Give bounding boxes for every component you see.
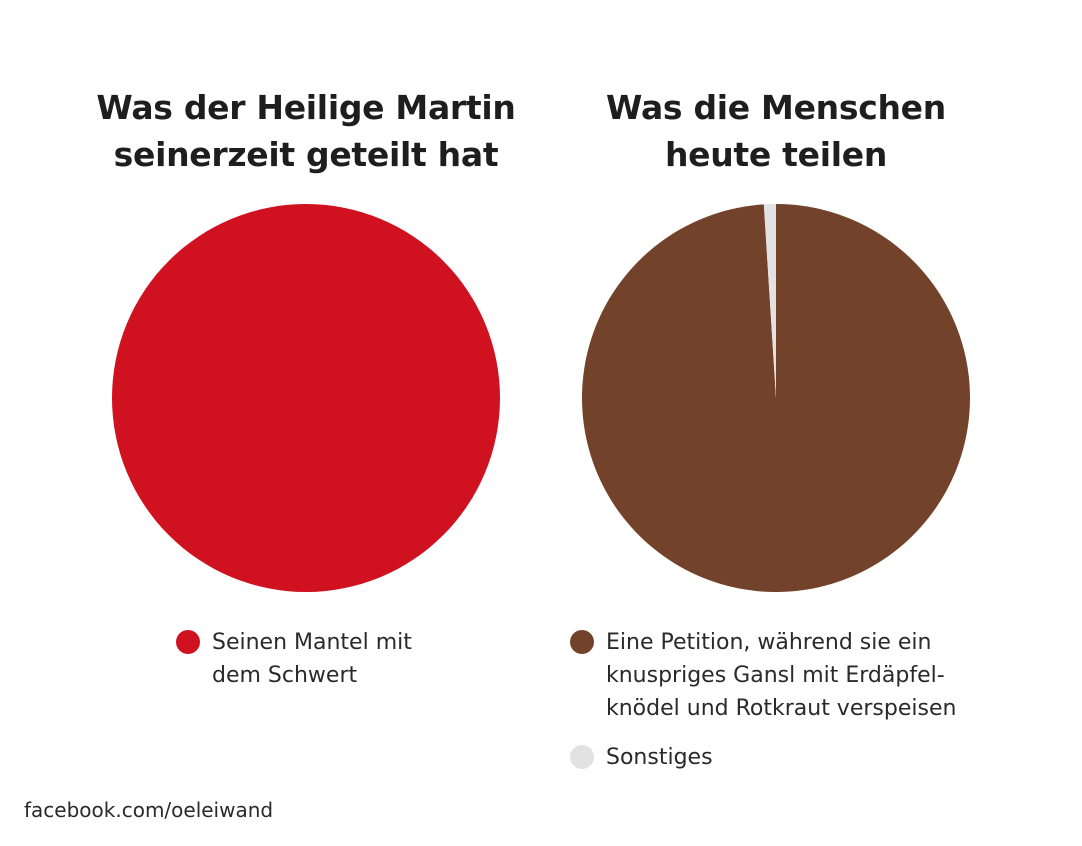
legend-swatch-petition — [570, 630, 594, 654]
legend-label-sonstiges-line-1: Sonstiges — [606, 745, 713, 770]
slice-sonstiges — [763, 204, 776, 398]
chart-title-left-line-1: Was der Heilige Martin — [96, 88, 516, 127]
source-credit: facebook.com/oeleiwand — [24, 798, 274, 822]
legend-left: Seinen Mantel mit dem Schwert — [176, 626, 506, 708]
legend-item-mantel: Seinen Mantel mit dem Schwert — [176, 626, 506, 692]
legend-right: Eine Petition, während sie ein knusprige… — [570, 626, 1040, 790]
legend-item-sonstiges: Sonstiges — [570, 741, 1040, 774]
chart-title-left-line-2: seinerzeit geteilt hat — [113, 135, 499, 174]
legend-label-petition: Eine Petition, während sie ein knusprige… — [606, 626, 1040, 725]
legend-label-petition-line-3: knödel und Rotkraut verspeisen — [606, 696, 957, 721]
slice-petition — [582, 204, 970, 592]
legend-label-sonstiges: Sonstiges — [606, 741, 1040, 774]
chart-title-right-line-1: Was die Menschen — [606, 88, 946, 127]
chart-title-right: Was die Menschen heute teilen — [526, 84, 1026, 178]
legend-label-mantel-line-2: dem Schwert — [212, 663, 358, 688]
legend-item-petition: Eine Petition, während sie ein knusprige… — [570, 626, 1040, 725]
slice-mantel — [112, 204, 500, 592]
legend-label-mantel: Seinen Mantel mit dem Schwert — [212, 626, 506, 692]
pie-chart-right — [582, 204, 970, 592]
pie-chart-left — [112, 204, 500, 592]
legend-swatch-mantel — [176, 630, 200, 654]
legend-label-petition-line-1: Eine Petition, während sie ein — [606, 630, 932, 655]
legend-label-petition-line-2: knuspriges Gansl mit Erdäpfel- — [606, 663, 945, 688]
legend-label-mantel-line-1: Seinen Mantel mit — [212, 630, 412, 655]
chart-title-right-line-2: heute teilen — [664, 135, 888, 174]
chart-title-left: Was der Heilige Martin seinerzeit geteil… — [56, 84, 556, 178]
legend-swatch-sonstiges — [570, 745, 594, 769]
